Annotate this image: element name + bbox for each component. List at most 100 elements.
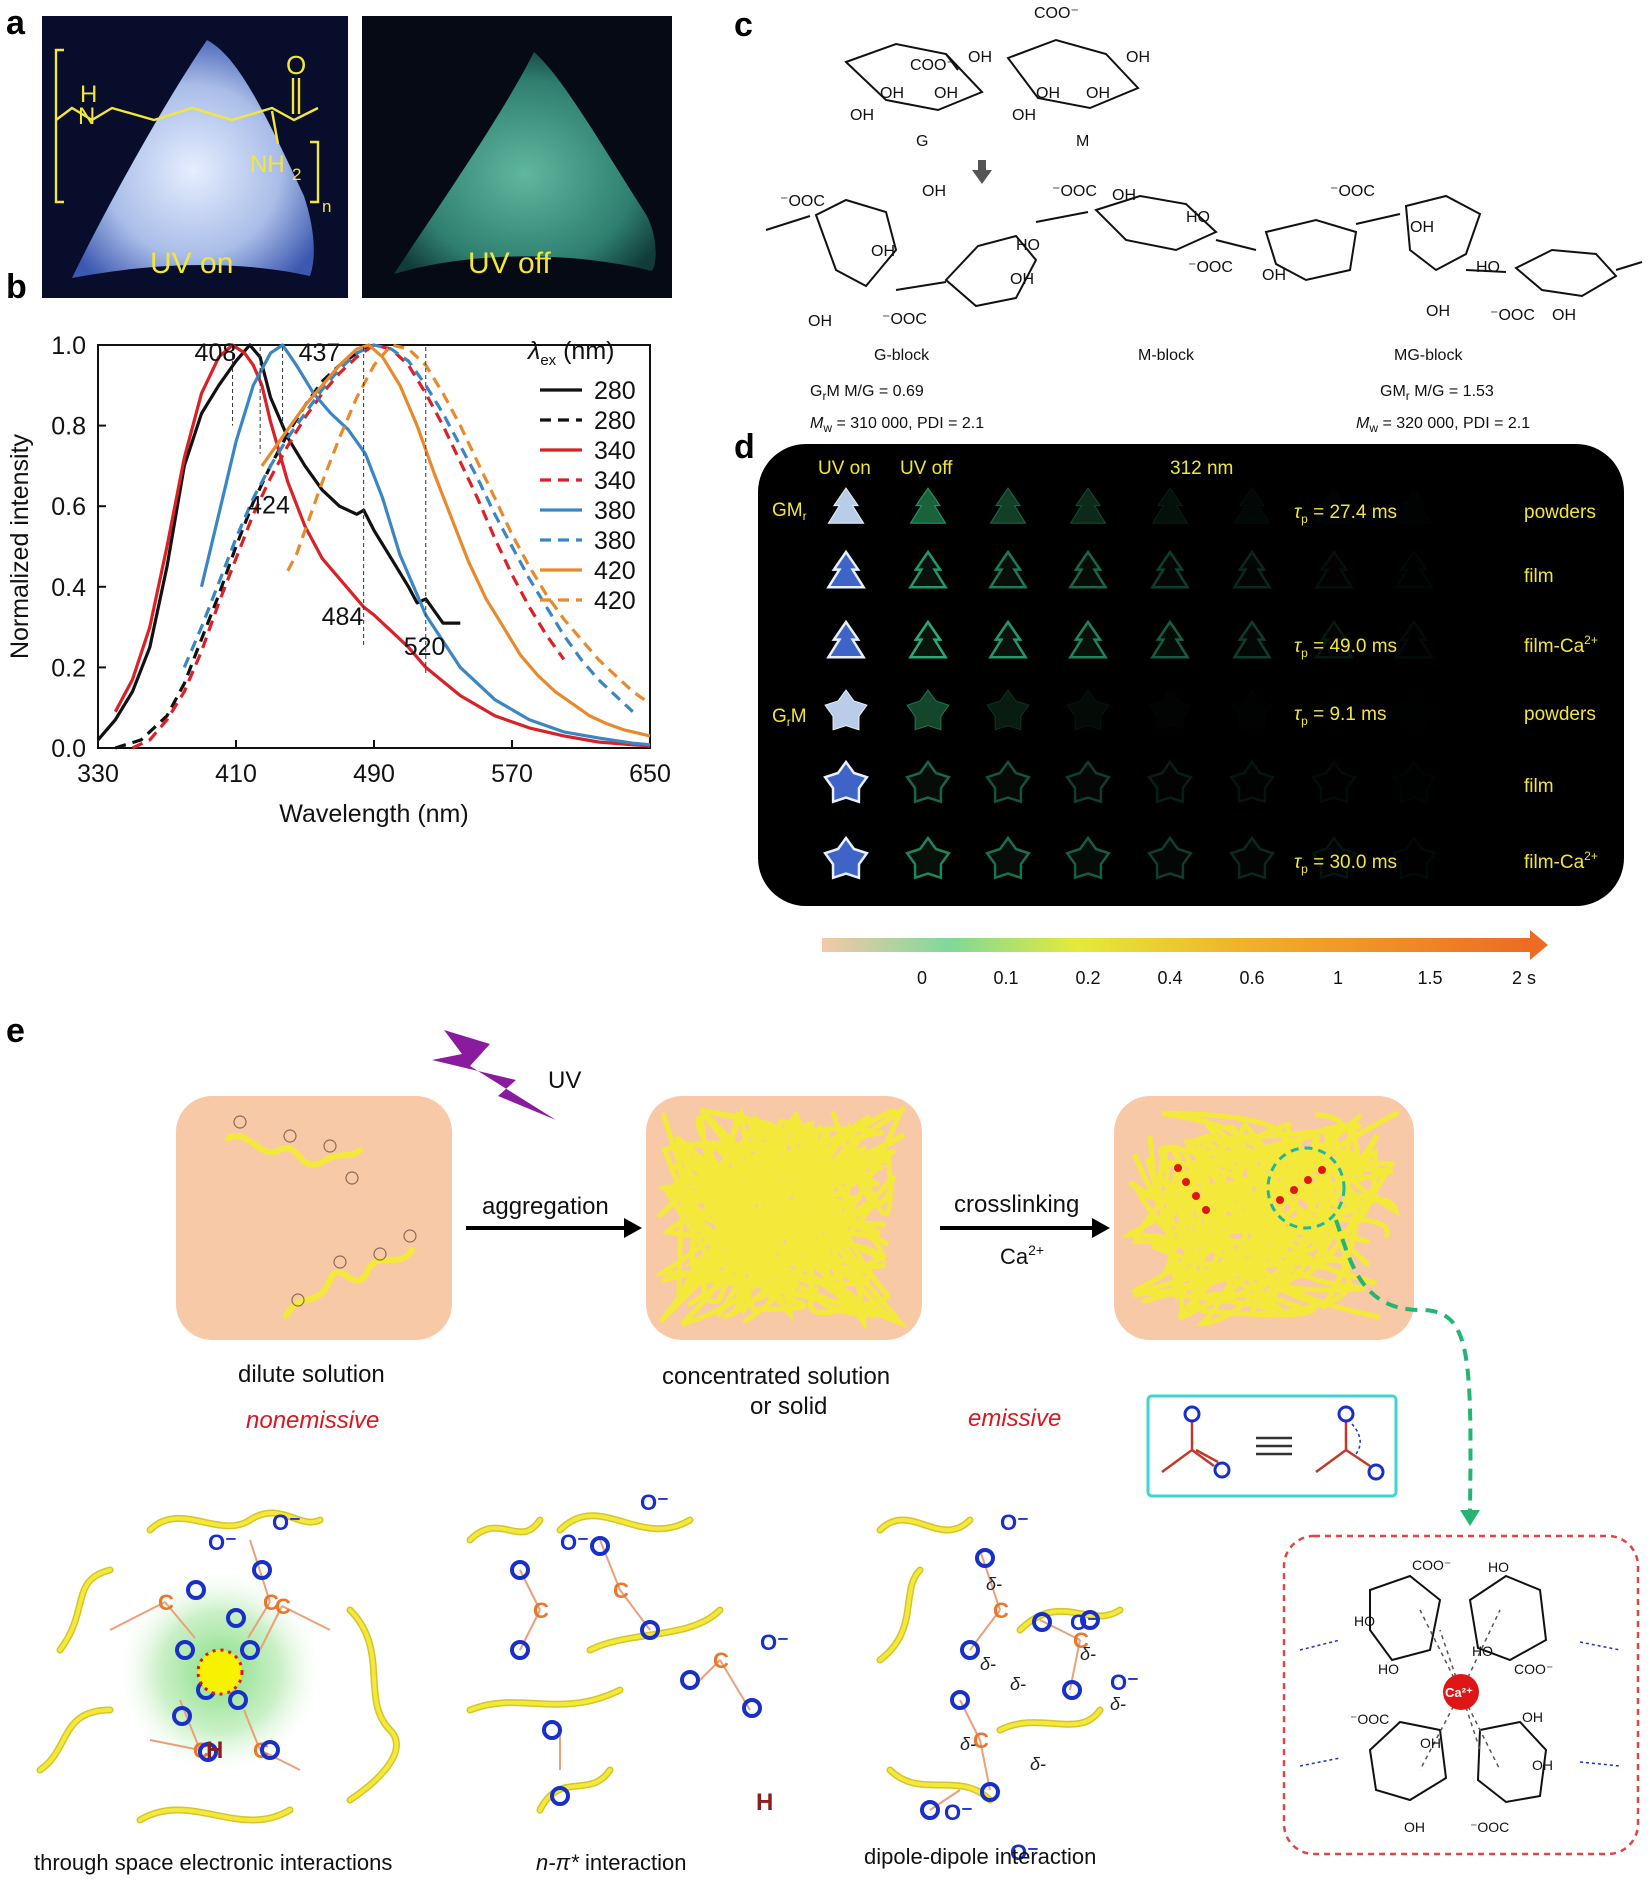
carbon-atom: C xyxy=(973,1728,989,1753)
struct-o: O xyxy=(286,50,306,80)
time-tick-label: 1.5 xyxy=(1417,968,1442,988)
bottom-chain-hl xyxy=(138,1808,292,1822)
sample-2-1 xyxy=(908,619,948,659)
y-tick-label: 0.8 xyxy=(51,413,86,441)
series-420-dashed xyxy=(286,343,651,706)
oxygen-atom xyxy=(510,1640,530,1660)
aggregation-arrow[interactable] xyxy=(466,1218,642,1238)
bond xyxy=(109,1601,166,1631)
grm-row-label: GrM xyxy=(772,706,807,729)
egg-box-labels: COO⁻ HO HO HO HO COO⁻ ⁻OOC OH OH OH OH ⁻OOC xyxy=(1350,1557,1553,1835)
m-letter: M xyxy=(1076,133,1089,150)
svg-text:OH: OH xyxy=(1532,1757,1553,1773)
carboxylate-right-o xyxy=(1337,1405,1385,1481)
y-tick-label: 0.6 xyxy=(51,493,86,521)
col-uv-on: UV on xyxy=(818,458,871,479)
concentrated-caption-2: or solid xyxy=(750,1393,827,1420)
bottom-chain-hl xyxy=(58,1568,112,1652)
bottom-chain-hl xyxy=(538,1768,612,1812)
powder-pile-uv-on xyxy=(72,40,314,278)
mechanism-schematic: UV aggregation crosslinking Ca2+ dilute … xyxy=(34,1030,1640,1875)
legend-entry: 280 xyxy=(594,377,636,405)
sample-3-3 xyxy=(1066,689,1110,731)
emission-spectra-chart: 330 410 490 570 650 0.0 0.2 0.4 0.6 0.8 1.0 Wavelen… xyxy=(6,332,671,828)
powder-pile-uv-off xyxy=(394,52,656,274)
oxygen-atom xyxy=(172,1706,192,1726)
oxygen-atom xyxy=(975,1548,995,1568)
time-tick-label: 0.4 xyxy=(1157,968,1182,988)
sample-5-0 xyxy=(823,835,869,880)
sample-4-5 xyxy=(1229,759,1275,804)
oxygen-atom xyxy=(920,1800,940,1820)
m-block-label: M-block xyxy=(1138,347,1195,364)
carbon-atom: C xyxy=(713,1648,729,1673)
down-arrow xyxy=(972,160,992,184)
x-tick-label: 410 xyxy=(215,760,257,788)
m-coo: COO⁻ xyxy=(1034,5,1079,22)
gmr-info-line1: GMr M/G = 1.53 xyxy=(1380,383,1494,403)
chain-strand xyxy=(1132,1160,1370,1306)
struct-n-sub: n xyxy=(322,197,331,216)
sample-0-5 xyxy=(1233,487,1271,524)
c-oh12: OH xyxy=(1426,303,1450,320)
svg-text:OH: OH xyxy=(1420,1735,1441,1751)
bottom-chain-hl xyxy=(348,1608,399,1802)
svg-text:COO⁻: COO⁻ xyxy=(1412,1557,1451,1573)
oxygen-atom xyxy=(186,1580,206,1600)
svg-text:HO: HO xyxy=(1472,1643,1493,1659)
carboxylate-right xyxy=(1315,1422,1371,1474)
tangled-chains xyxy=(653,1104,909,1331)
chain-strand xyxy=(1130,1144,1394,1315)
c-ooc5: ⁻OOC xyxy=(1330,183,1375,200)
uv-label: UV xyxy=(548,1067,581,1094)
time-tick-label: 1 xyxy=(1333,968,1343,988)
panel-label-b: b xyxy=(6,268,27,306)
m-oh3: OH xyxy=(1086,85,1110,102)
sample-0-2 xyxy=(989,487,1027,524)
oxygen-atom xyxy=(680,1670,700,1690)
x-tick-label: 490 xyxy=(353,760,395,788)
bond xyxy=(247,1601,271,1639)
partial-charge: δ- xyxy=(960,1734,976,1754)
sample-1-2 xyxy=(988,549,1028,589)
c-oh10: OH xyxy=(1262,267,1286,284)
m-monomer xyxy=(1006,38,1140,110)
c-oh13: OH xyxy=(1552,307,1576,324)
sample-0-3 xyxy=(1069,487,1107,524)
time-tick-label: 2 s xyxy=(1512,968,1536,988)
tau-label: τp = 9.1 ms xyxy=(1294,704,1386,728)
bottom-chain-hl xyxy=(998,1708,1102,1732)
npi-caption: n-π* interaction xyxy=(536,1850,687,1875)
panel-label-a: a xyxy=(6,4,25,42)
sample-1-1 xyxy=(908,549,948,589)
carbon-atom: C xyxy=(613,1578,629,1603)
mg-block-label: MG-block xyxy=(1394,347,1463,364)
c-ooc6: ⁻OOC xyxy=(1490,307,1535,324)
c-ooc3: ⁻OOC xyxy=(1052,183,1097,200)
oxygen-atom xyxy=(742,1698,762,1718)
oxygen-anion-label: O⁻ xyxy=(208,1530,237,1555)
polylysine-structure xyxy=(54,48,320,204)
hydrogen-atom: H xyxy=(756,1789,773,1816)
emissive-caption: emissive xyxy=(968,1405,1061,1432)
sample-2-5 xyxy=(1232,619,1272,659)
sample-5-3 xyxy=(1065,835,1111,880)
oxygen-atom xyxy=(510,1560,530,1580)
grm-info-line2: Mw = 310 000, PDI = 2.1 xyxy=(810,415,984,435)
tau-label: τp = 30.0 ms xyxy=(1294,852,1397,876)
g-letter: G xyxy=(916,133,928,150)
aggregation-label: aggregation xyxy=(482,1193,609,1220)
equivalence-sign xyxy=(1256,1436,1292,1456)
c-ho1: HO xyxy=(1016,237,1040,254)
uv-off-label: UV off xyxy=(468,247,551,280)
time-tick-label: 0.1 xyxy=(993,968,1018,988)
oxygen-anion-label: O⁻ xyxy=(760,1630,789,1655)
uv-on-label: UV on xyxy=(150,247,233,280)
g-block-label: G-block xyxy=(874,347,930,364)
crosslinking-arrow[interactable] xyxy=(940,1218,1110,1238)
oxygen-anion-label: O⁻ xyxy=(560,1530,589,1555)
partial-charge: δ- xyxy=(1010,1674,1026,1694)
sample-5-7 xyxy=(1391,835,1437,880)
chain-strand xyxy=(674,1130,869,1319)
sample-4-2 xyxy=(985,759,1031,804)
